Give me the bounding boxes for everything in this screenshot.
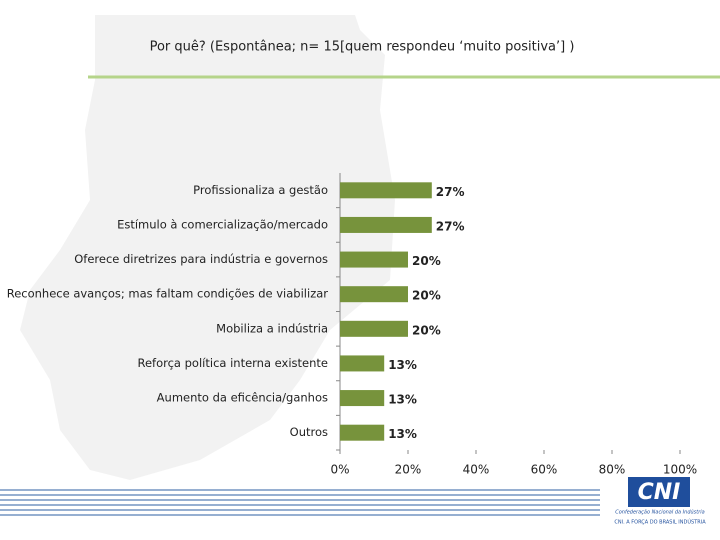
value-label: 13% bbox=[388, 393, 417, 407]
logo-tagline: CNI. A FORÇA DO BRASIL INDÚSTRIA bbox=[614, 519, 706, 526]
chart-title: Por quê? (Espontânea; n= 15[quem respond… bbox=[150, 40, 575, 55]
value-label: 20% bbox=[412, 289, 441, 303]
x-tick-label: 100% bbox=[663, 463, 697, 477]
value-label: 13% bbox=[388, 358, 417, 372]
value-label: 20% bbox=[412, 254, 441, 268]
logo-subtitle: Confederação Nacional da Indústria bbox=[615, 509, 705, 516]
x-tick-label: 20% bbox=[395, 463, 422, 477]
bar bbox=[340, 286, 408, 303]
bar bbox=[340, 182, 432, 199]
value-label: 27% bbox=[436, 185, 465, 199]
bar bbox=[340, 251, 408, 268]
logo-box bbox=[628, 477, 690, 507]
x-tick-label: 80% bbox=[599, 463, 626, 477]
x-tick-label: 40% bbox=[463, 463, 490, 477]
y-tick-label: Profissionaliza a gestão bbox=[193, 183, 328, 197]
y-tick-label: Reconhece avanços; mas faltam condições … bbox=[7, 287, 329, 301]
y-tick-label: Estímulo à comercialização/mercado bbox=[117, 217, 328, 231]
bar bbox=[340, 424, 385, 441]
y-tick-label: Aumento da eficência/ganhos bbox=[157, 391, 328, 405]
bar bbox=[340, 355, 385, 372]
x-tick-label: 60% bbox=[531, 463, 558, 477]
bar bbox=[340, 390, 385, 407]
y-tick-label: Outros bbox=[290, 425, 328, 439]
bar bbox=[340, 216, 432, 233]
bar bbox=[340, 320, 408, 337]
logo-name: CNI bbox=[638, 480, 681, 505]
value-label: 27% bbox=[436, 219, 465, 233]
y-tick-label: Oferece diretrizes para indústria e gove… bbox=[74, 252, 328, 266]
y-tick-label: Reforça política interna existente bbox=[138, 356, 329, 370]
y-tick-label: Mobiliza a indústria bbox=[216, 321, 328, 335]
map-background bbox=[20, 15, 395, 480]
value-label: 13% bbox=[388, 427, 417, 441]
footer-stripes bbox=[0, 489, 600, 516]
value-label: 20% bbox=[412, 323, 441, 337]
x-tick-label: 0% bbox=[330, 463, 349, 477]
